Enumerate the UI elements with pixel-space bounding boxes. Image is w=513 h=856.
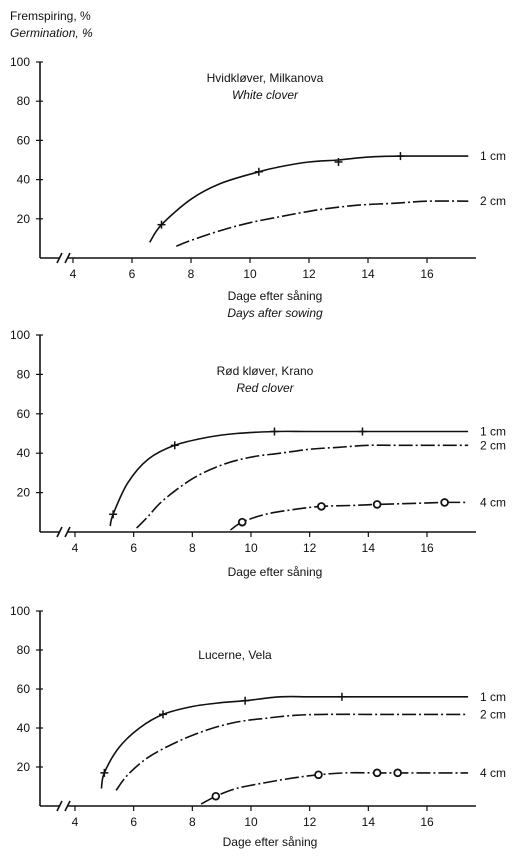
series-line-1cm (109, 430, 469, 527)
series-label: 1 cm (480, 425, 506, 439)
x-tick-label: 6 (130, 815, 137, 829)
x-tick-label: 6 (130, 541, 137, 555)
axis-break-mark (64, 800, 71, 812)
panel-subtitle: Red clover (236, 381, 294, 395)
panel-lucerne: Lucerne, Vela Dage efter såning 20 40 60 80… (10, 604, 506, 849)
series-line-4cm (230, 501, 469, 531)
x-tick-label: 4 (70, 267, 77, 281)
y-tick-label: 80 (17, 643, 31, 657)
x-tick-label: 12 (302, 267, 316, 281)
series-label: 1 cm (480, 690, 506, 704)
x-axis-label-en: Days after sowing (227, 306, 323, 320)
axis-break-mark (56, 252, 63, 264)
axis-break-mark (64, 252, 71, 264)
y-tick-label: 20 (17, 760, 31, 774)
series-line-2cm (115, 713, 469, 791)
y-axis-label-en: Germination, % (10, 26, 93, 40)
axis-break-mark (56, 526, 63, 538)
series-label: 2 cm (480, 707, 506, 721)
x-tick-label: 8 (189, 541, 196, 555)
y-tick-label: 80 (17, 367, 31, 381)
x-tick-label: 12 (303, 541, 317, 555)
y-tick-label: 20 (17, 212, 31, 226)
series-line-1cm (149, 155, 469, 243)
x-axis-label: Dage efter såning (228, 565, 323, 579)
x-tick-label: 14 (362, 541, 376, 555)
y-tick-label: 40 (17, 446, 31, 460)
data-point-circle (237, 517, 247, 527)
x-tick-label: 10 (243, 267, 257, 281)
x-tick-label: 4 (72, 815, 79, 829)
panel-white-clover: Hvidkløver, Milkanova White clover Dage … (10, 55, 506, 320)
panel-title: Rød kløver, Krano (217, 364, 314, 378)
y-tick-label: 40 (17, 173, 31, 187)
x-tick-label: 4 (72, 541, 79, 555)
x-tick-label: 10 (244, 541, 258, 555)
x-tick-label: 10 (244, 815, 258, 829)
series-label: 4 cm (480, 495, 506, 509)
x-tick-label: 8 (189, 815, 196, 829)
x-tick-label: 16 (420, 267, 434, 281)
axis-break-mark (64, 526, 71, 538)
y-tick-label: 60 (17, 133, 31, 147)
data-point-circle (211, 791, 221, 801)
y-tick-label: 60 (17, 682, 31, 696)
x-tick-label: 6 (129, 267, 136, 281)
data-point-circle (314, 770, 323, 780)
data-point-circle (372, 500, 382, 509)
x-tick-label: 14 (361, 267, 375, 281)
data-point-circle (393, 768, 402, 778)
panel-title: Lucerne, Vela (198, 648, 272, 662)
y-axis-label: Fremspiring, % (10, 9, 91, 23)
panel-subtitle: White clover (232, 88, 299, 102)
series-line-1cm (100, 695, 469, 789)
y-tick-label: 100 (10, 55, 30, 69)
series-line-2cm (176, 200, 469, 247)
y-tick-label: 80 (17, 94, 31, 108)
y-tick-label: 40 (17, 721, 31, 735)
series-label: 1 cm (480, 149, 506, 163)
panel-red-clover: Rød kløver, Krano Red clover Dage efter … (10, 328, 506, 579)
panel-title: Hvidkløver, Milkanova (207, 71, 324, 85)
series-label: 2 cm (480, 438, 506, 452)
y-tick-label: 100 (10, 328, 30, 342)
x-tick-label: 14 (362, 815, 376, 829)
y-tick-label: 20 (17, 486, 31, 500)
x-tick-label: 16 (420, 541, 434, 555)
axis-break-mark (56, 800, 63, 812)
y-tick-label: 100 (10, 604, 30, 618)
series-line-2cm (136, 444, 469, 529)
series-label: 2 cm (480, 194, 506, 208)
y-tick-label: 60 (17, 407, 31, 421)
x-axis-label: Dage efter såning (223, 835, 318, 849)
x-tick-label: 12 (303, 815, 317, 829)
data-point-circle (317, 502, 326, 511)
data-point-circle (372, 768, 382, 778)
series-label: 4 cm (480, 766, 506, 780)
x-tick-label: 8 (188, 267, 195, 281)
x-tick-label: 16 (420, 815, 434, 829)
x-axis-label: Dage efter såning (228, 289, 323, 303)
data-point-circle (440, 498, 449, 507)
series-line-4cm (200, 771, 469, 805)
